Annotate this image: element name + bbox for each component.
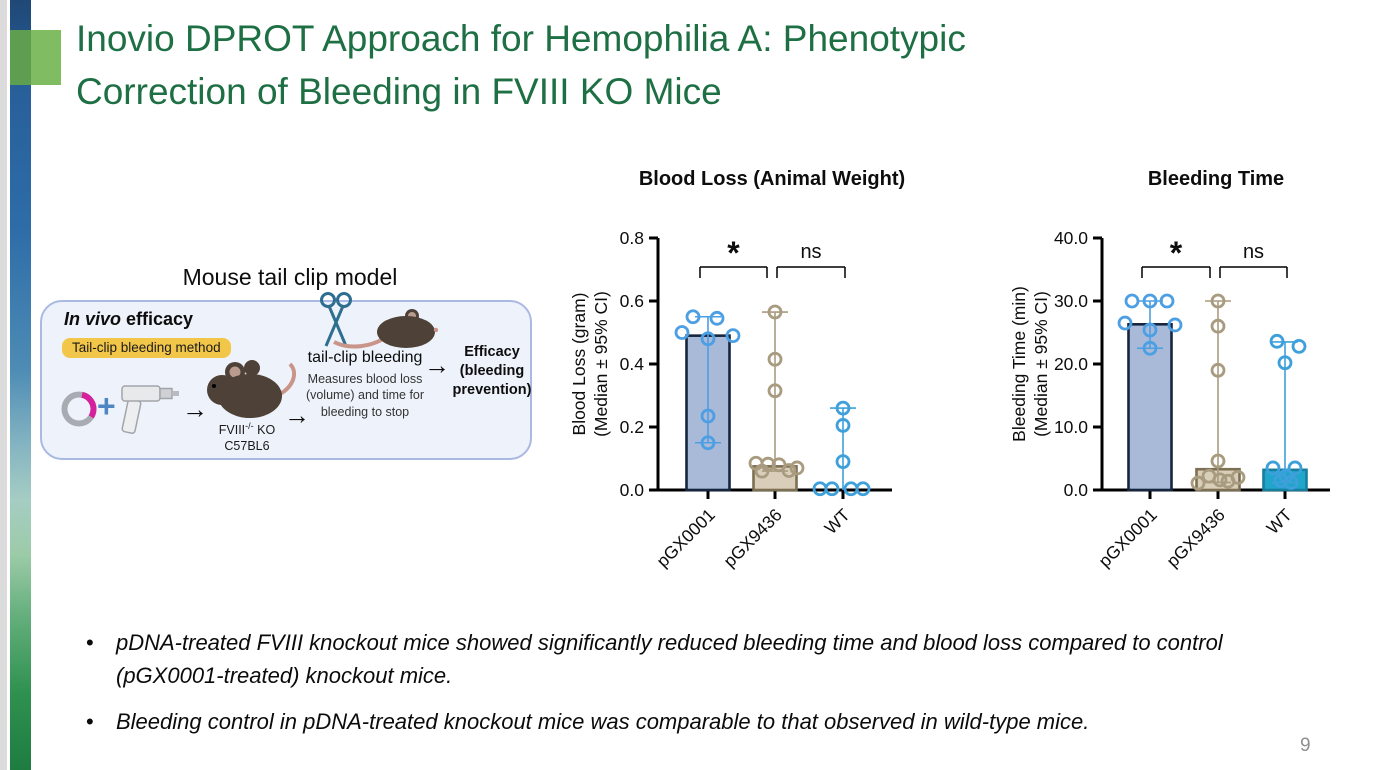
svg-text:ns: ns — [1243, 241, 1264, 263]
plasmid-icon — [61, 391, 97, 427]
slide-title: Inovio DPROT Approach for Hemophilia A: … — [76, 12, 1256, 118]
diagram-box — [40, 300, 532, 460]
invivo-rest: efficacy — [121, 309, 194, 329]
svg-text:0.0: 0.0 — [620, 480, 645, 500]
arrow-icon: → — [182, 394, 208, 424]
accent-square-light — [31, 30, 61, 85]
diagram-heading: Mouse tail clip model — [182, 264, 398, 290]
arrow-icon: → — [284, 400, 310, 430]
tail-clip-description: Measures blood loss (volume) and time fo… — [305, 372, 425, 419]
blood-loss-chart: Blood Loss (Animal Weight) Blood Loss (gr… — [569, 168, 905, 571]
mouse-strain-label: FVIII-/- KO C57BL6 — [203, 421, 291, 454]
svg-text:*: * — [727, 235, 740, 271]
svg-text:pGX9436: pGX9436 — [1162, 505, 1228, 571]
left-gradient-stripe — [10, 0, 31, 770]
svg-text:Blood Loss (gram): Blood Loss (gram) — [569, 293, 589, 436]
arrow-icon: → — [424, 350, 450, 380]
svg-text:*: * — [1170, 235, 1183, 271]
tail-clip-bleeding-label: tail-clip bleeding — [307, 349, 423, 366]
svg-text:0.4: 0.4 — [620, 354, 645, 374]
left-gray-strip — [0, 0, 7, 770]
tail-clip-mouse-icon — [333, 309, 439, 349]
svg-text:0.6: 0.6 — [620, 291, 644, 311]
svg-text:0.2: 0.2 — [620, 417, 644, 437]
mouse-strain-line2: C57BL6 — [224, 438, 270, 453]
page-number: 9 — [1300, 735, 1311, 756]
svg-text:(Median ± 95% CI): (Median ± 95% CI) — [591, 291, 611, 437]
efficacy-label: Efficacy (bleeding prevention) — [452, 344, 532, 398]
svg-text:0.8: 0.8 — [620, 228, 644, 248]
svg-text:Bleeding Time (min): Bleeding Time (min) — [1009, 286, 1029, 442]
svg-text:pGX9436: pGX9436 — [719, 505, 785, 571]
knockout-mouse-icon — [207, 360, 297, 418]
bullet-item: Bleeding control in pDNA-treated knockou… — [82, 705, 1292, 738]
slide-title-line2: Correction of Bleeding in FVIII KO Mice — [76, 71, 722, 112]
mouse-strain-line1: FVIII-/- KO — [218, 421, 276, 438]
svg-text:0.0: 0.0 — [1064, 480, 1089, 500]
accent-square-dark — [10, 30, 31, 85]
summary-bullets: pDNA-treated FVIII knockout mice showed … — [82, 626, 1292, 751]
svg-text:30.0: 30.0 — [1054, 291, 1088, 311]
svg-text:10.0: 10.0 — [1054, 417, 1088, 437]
svg-text:Bleeding Time: Bleeding Time — [1148, 168, 1284, 190]
slide-title-line1: Inovio DPROT Approach for Hemophilia A: … — [76, 18, 966, 59]
svg-text:pGX0001: pGX0001 — [652, 505, 718, 571]
svg-text:WT: WT — [1262, 504, 1296, 538]
svg-text:Blood Loss (Animal Weight): Blood Loss (Animal Weight) — [639, 168, 905, 190]
svg-text:ns: ns — [800, 241, 821, 263]
svg-text:(Median ± 95% CI): (Median ± 95% CI) — [1031, 291, 1051, 437]
svg-text:40.0: 40.0 — [1054, 228, 1088, 248]
svg-text:20.0: 20.0 — [1054, 354, 1088, 374]
scissors-icon — [320, 292, 352, 347]
svg-text:pGX0001: pGX0001 — [1094, 505, 1160, 571]
invivo-italic: In vivo — [64, 309, 122, 329]
svg-text:WT: WT — [820, 504, 854, 538]
plus-icon: + — [97, 388, 116, 424]
bullet-item: pDNA-treated FVIII knockout mice showed … — [82, 626, 1292, 692]
electroporation-device-icon — [121, 385, 179, 434]
invivo-efficacy-label: In vivo efficacy — [64, 309, 193, 330]
tail-clip-method-badge: Tail-clip bleeding method — [62, 338, 231, 358]
bleeding-time-chart: Bleeding Time Bleeding Time (min) (Median … — [1009, 168, 1330, 571]
